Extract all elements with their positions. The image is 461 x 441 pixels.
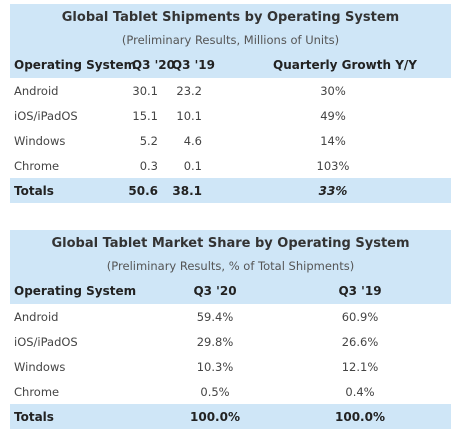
market-share-header-row: Operating System Q3 '20 Q3 '19 bbox=[10, 279, 451, 304]
market-share-subtitle: (Preliminary Results, % of Total Shipmen… bbox=[106, 259, 355, 273]
q3-20-value: 59.4% bbox=[196, 310, 234, 324]
growth-value: 103% bbox=[316, 159, 350, 173]
growth-value: 30% bbox=[320, 84, 346, 98]
table-row: Android 59.4% 60.9% bbox=[10, 304, 451, 329]
header-q3-20: Q3 '20 bbox=[193, 284, 237, 298]
header-q3-19: Q3 '19 bbox=[338, 284, 382, 298]
shipments-title-block: Global Tablet Shipments by Operating Sys… bbox=[10, 4, 451, 53]
q3-20-value: 29.8% bbox=[196, 335, 234, 349]
q3-19-value: 23.2 bbox=[176, 84, 202, 98]
q3-19-value: 10.1 bbox=[176, 109, 202, 123]
q3-19-value: 26.6% bbox=[341, 335, 379, 349]
total-growth: 33% bbox=[318, 184, 348, 198]
table-row: Chrome 0.5% 0.4% bbox=[10, 379, 451, 404]
q3-19-value: 0.4% bbox=[345, 385, 375, 399]
totals-row: Totals 50.6 38.1 33% bbox=[10, 178, 451, 203]
table-row: iOS/iPadOS 15.1 10.1 49% bbox=[10, 103, 451, 128]
q3-20-value: 15.1 bbox=[132, 109, 158, 123]
q3-20-value: 10.3% bbox=[196, 360, 234, 374]
q3-20-value: 0.3 bbox=[139, 159, 158, 173]
os-name: Android bbox=[14, 84, 59, 98]
shipments-header-row: Operating System Q3 '20 Q3 '19 Quarterly… bbox=[10, 53, 451, 78]
shipments-title: Global Tablet Shipments by Operating Sys… bbox=[61, 10, 400, 25]
q3-20-value: 0.5% bbox=[200, 385, 230, 399]
market-share-title: Global Tablet Market Share by Operating … bbox=[51, 236, 410, 251]
q3-19-value: 0.1 bbox=[183, 159, 202, 173]
table-row: Windows 5.2 4.6 14% bbox=[10, 128, 451, 153]
header-operating-system: Operating System bbox=[14, 58, 137, 72]
q3-20-value: 5.2 bbox=[139, 134, 158, 148]
os-name: iOS/iPadOS bbox=[14, 335, 78, 349]
os-name: Windows bbox=[14, 360, 66, 374]
totals-label: Totals bbox=[14, 184, 54, 198]
table-row: Android 30.1 23.2 30% bbox=[10, 78, 451, 103]
total-q3-19: 100.0% bbox=[335, 410, 385, 424]
total-q3-20: 100.0% bbox=[190, 410, 240, 424]
shipments-subtitle: (Preliminary Results, Millions of Units) bbox=[121, 33, 340, 47]
total-q3-20: 50.6 bbox=[128, 184, 158, 198]
header-q3-19: Q3 '19 bbox=[171, 58, 215, 72]
total-q3-19: 38.1 bbox=[172, 184, 202, 198]
growth-value: 49% bbox=[320, 109, 346, 123]
header-operating-system: Operating System bbox=[14, 284, 137, 298]
q3-19-value: 4.6 bbox=[183, 134, 202, 148]
header-growth: Quarterly Growth Y/Y bbox=[273, 58, 417, 72]
market-share-title-block: Global Tablet Market Share by Operating … bbox=[10, 230, 451, 279]
header-q3-20: Q3 '20 bbox=[131, 58, 175, 72]
totals-label: Totals bbox=[14, 410, 54, 424]
os-name: Android bbox=[14, 310, 59, 324]
market-share-table: Global Tablet Market Share by Operating … bbox=[10, 230, 451, 429]
shipments-table: Global Tablet Shipments by Operating Sys… bbox=[10, 4, 451, 203]
os-name: Windows bbox=[14, 134, 66, 148]
table-row: iOS/iPadOS 29.8% 26.6% bbox=[10, 329, 451, 354]
table-row: Chrome 0.3 0.1 103% bbox=[10, 153, 451, 178]
q3-19-value: 60.9% bbox=[341, 310, 379, 324]
growth-value: 14% bbox=[320, 134, 346, 148]
q3-19-value: 12.1% bbox=[341, 360, 379, 374]
table-row: Windows 10.3% 12.1% bbox=[10, 354, 451, 379]
os-name: Chrome bbox=[14, 385, 60, 399]
os-name: Chrome bbox=[14, 159, 60, 173]
totals-row: Totals 100.0% 100.0% bbox=[10, 404, 451, 429]
q3-20-value: 30.1 bbox=[132, 84, 158, 98]
os-name: iOS/iPadOS bbox=[14, 109, 78, 123]
